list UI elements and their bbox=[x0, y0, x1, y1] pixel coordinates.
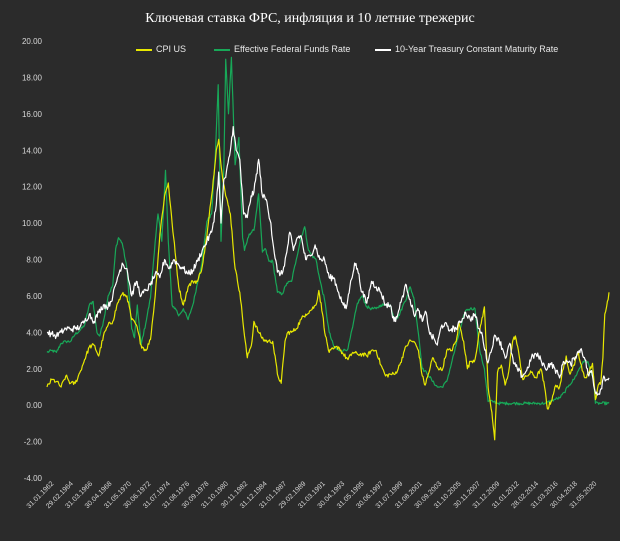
series-treasury-line bbox=[46, 126, 610, 396]
legend-label-treasury: 10-Year Treasury Constant Maturity Rate bbox=[395, 44, 559, 54]
y-tick-label: 14.00 bbox=[22, 146, 43, 155]
legend-swatch-fed-funds bbox=[214, 48, 230, 51]
plot-area bbox=[47, 41, 609, 478]
legend: CPI US Effective Federal Funds Rate 10-Y… bbox=[0, 44, 620, 58]
y-tick-label: -4.00 bbox=[24, 474, 43, 483]
y-tick-label: 20.00 bbox=[22, 37, 43, 46]
y-tick-label: 12.00 bbox=[22, 183, 43, 192]
legend-label-cpi: CPI US bbox=[156, 44, 187, 54]
series-layer bbox=[46, 56, 610, 441]
y-tick-label: 16.00 bbox=[22, 110, 43, 119]
y-tick-label: 4.00 bbox=[26, 328, 42, 337]
legend-label-fed-funds: Effective Federal Funds Rate bbox=[234, 44, 351, 54]
y-tick-label: -2.00 bbox=[24, 438, 43, 447]
chart-title: Ключевая ставка ФРС, инфляция и 10 летни… bbox=[145, 11, 475, 26]
y-axis: -4.00 -2.00 0.00 2.00 4.00 6.00 8.00 10.00 12.00… bbox=[22, 37, 43, 483]
legend-item-fed-funds: Effective Federal Funds Rate bbox=[214, 44, 350, 54]
y-tick-label: 18.00 bbox=[22, 73, 43, 82]
y-tick-label: 8.00 bbox=[26, 256, 42, 265]
legend-item-treasury: 10-Year Treasury Constant Maturity Rate bbox=[375, 44, 558, 54]
y-tick-label: 2.00 bbox=[26, 365, 42, 374]
legend-swatch-cpi bbox=[136, 48, 152, 51]
y-tick-label: 0.00 bbox=[26, 401, 42, 410]
x-axis: 31.01.196229.02.196431.03.196630.04.1968… bbox=[26, 480, 599, 510]
y-tick-label: 6.00 bbox=[26, 292, 42, 301]
y-tick-label: 10.00 bbox=[22, 219, 43, 228]
series-fed-funds-line bbox=[46, 56, 610, 406]
legend-swatch-treasury bbox=[375, 48, 391, 51]
series-cpi-line bbox=[46, 138, 610, 441]
legend-item-cpi: CPI US bbox=[136, 44, 186, 54]
